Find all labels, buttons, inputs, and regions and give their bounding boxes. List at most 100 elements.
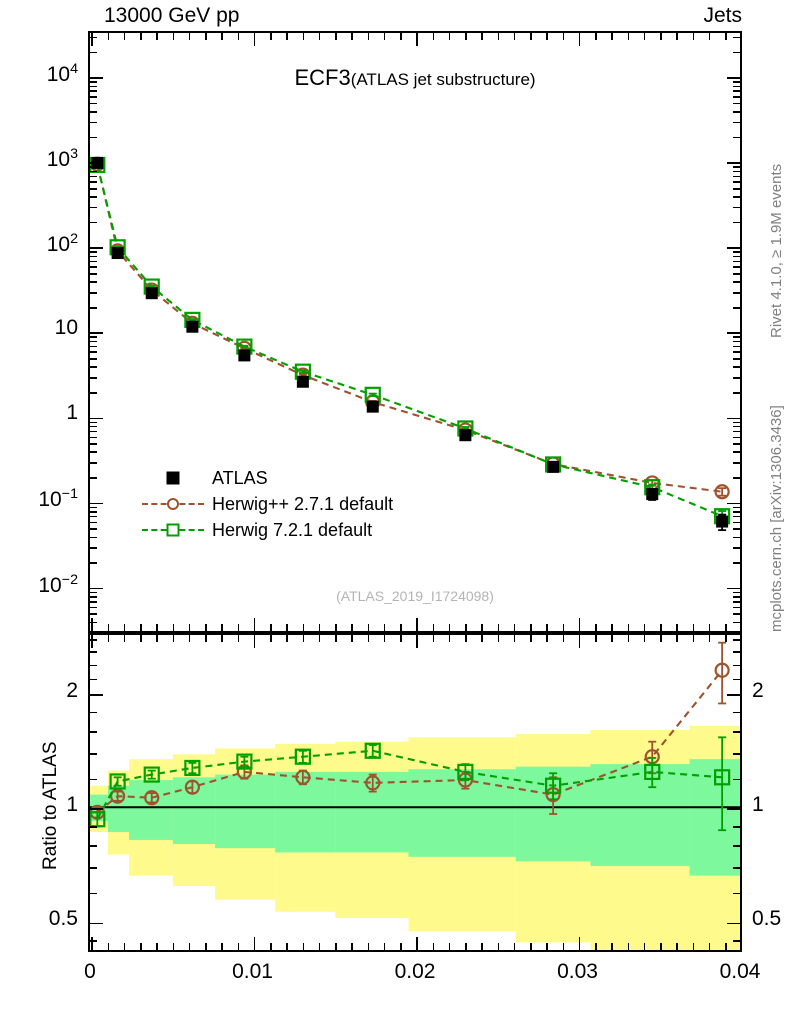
axis-tick-minor xyxy=(90,515,97,518)
axis-tick-minor xyxy=(733,181,740,183)
axis-tick-minor xyxy=(497,624,500,631)
axis-tick-minor xyxy=(733,502,740,505)
axis-tick-minor xyxy=(733,808,740,811)
plot-title-main: ECF3 xyxy=(294,65,351,90)
circle-open-marker-icon xyxy=(167,498,179,510)
axis-tick-minor xyxy=(90,187,97,190)
axis-tick-minor xyxy=(205,943,207,950)
axis-tick-minor xyxy=(270,635,272,642)
axis-tick-minor xyxy=(546,624,548,631)
axis-tick-minor xyxy=(90,36,97,39)
legend: ATLAS Herwig++ 2.7.1 default Herwig 7.2.… xyxy=(142,465,393,543)
legend-key-herwigpp xyxy=(142,494,204,514)
axis-tick-minor xyxy=(302,33,305,40)
ratio-y-tick-label-right: 1 xyxy=(752,793,764,817)
axis-tick-minor xyxy=(448,624,451,631)
axis-tick-minor xyxy=(90,306,97,309)
axis-tick-minor xyxy=(156,635,158,642)
axis-tick-minor xyxy=(733,506,740,509)
axis-tick-minor xyxy=(733,90,740,93)
axis-tick-minor xyxy=(733,255,740,258)
axis-tick-minor xyxy=(90,340,97,343)
axis-tick-minor xyxy=(627,943,630,950)
axis-tick-minor xyxy=(318,943,321,950)
x-tick-label: 0.02 xyxy=(394,960,436,983)
axis-tick-minor xyxy=(90,247,97,250)
analysis-category-label: Jets xyxy=(703,4,742,27)
axis-tick-minor xyxy=(90,639,97,641)
axis-tick-minor xyxy=(733,547,740,549)
axis-tick-major xyxy=(416,33,418,46)
axis-tick-minor xyxy=(733,196,740,198)
x-tick-label: 0 xyxy=(84,960,96,983)
axis-tick-minor xyxy=(562,635,565,642)
axis-tick-minor xyxy=(286,33,288,40)
legend-item-herwig7[interactable]: Herwig 7.2.1 default xyxy=(142,517,393,543)
axis-tick-minor xyxy=(530,33,532,40)
axis-tick-minor xyxy=(733,651,740,653)
axis-tick-minor xyxy=(90,291,97,294)
axis-tick-minor xyxy=(400,635,402,642)
axis-tick-minor xyxy=(90,436,97,439)
axis-tick-minor xyxy=(733,436,740,439)
axis-tick-minor xyxy=(172,33,175,40)
axis-tick-minor xyxy=(188,635,191,642)
axis-tick-minor xyxy=(725,635,727,642)
axis-tick-minor xyxy=(676,943,678,950)
axis-tick-minor xyxy=(733,332,740,335)
axis-tick-minor xyxy=(286,624,288,631)
axis-tick-minor xyxy=(318,33,321,40)
axis-tick-minor xyxy=(733,345,740,348)
x-tick-label: 0.01 xyxy=(232,960,273,983)
axis-tick-minor xyxy=(692,943,695,950)
axis-tick-minor xyxy=(90,521,97,524)
axis-tick-minor xyxy=(302,624,305,631)
axis-tick-minor xyxy=(660,943,662,950)
axis-tick-minor xyxy=(733,536,740,539)
axis-tick-minor xyxy=(725,624,727,631)
legend-item-herwigpp[interactable]: Herwig++ 2.7.1 default xyxy=(142,491,393,517)
plot-title-sub: (ATLAS jet substructure) xyxy=(350,70,536,89)
axis-tick-minor xyxy=(367,624,370,631)
axis-tick-minor xyxy=(733,613,740,616)
axis-tick-minor xyxy=(90,587,97,590)
axis-tick-minor xyxy=(595,33,597,40)
axis-tick-minor xyxy=(465,943,467,950)
main-y-tick-label: 1 xyxy=(66,401,78,425)
axis-tick-minor xyxy=(733,392,740,394)
axis-tick-minor xyxy=(90,162,97,164)
axis-tick-minor xyxy=(90,506,97,509)
legend-item-atlas[interactable]: ATLAS xyxy=(142,465,393,491)
axis-tick-minor xyxy=(530,943,532,950)
axis-tick-minor xyxy=(90,462,97,464)
axis-tick-minor xyxy=(733,587,740,590)
axis-tick-minor xyxy=(733,81,740,83)
axis-tick-minor xyxy=(448,635,451,642)
axis-tick-minor xyxy=(383,624,386,631)
axis-tick-minor xyxy=(733,694,740,697)
axis-tick-minor xyxy=(335,624,337,631)
axis-tick-minor xyxy=(708,624,711,631)
axis-tick-minor xyxy=(90,664,97,667)
axis-tick-minor xyxy=(90,502,97,505)
axis-tick-minor xyxy=(90,111,97,113)
axis-tick-minor xyxy=(335,943,337,950)
axis-tick-minor xyxy=(733,336,740,339)
axis-tick-minor xyxy=(497,33,500,40)
ratio-plot-area xyxy=(90,635,740,950)
axis-tick-minor xyxy=(733,711,740,714)
axis-tick-minor xyxy=(90,600,97,603)
axis-tick-major xyxy=(416,937,418,950)
axis-tick-minor xyxy=(90,939,97,942)
axis-tick-minor xyxy=(400,624,402,631)
axis-tick-minor xyxy=(205,33,207,40)
square-open-marker-icon xyxy=(166,523,180,537)
axis-tick-minor xyxy=(725,943,727,950)
axis-tick-minor xyxy=(237,624,240,631)
axis-tick-minor xyxy=(432,33,435,40)
axis-tick-minor xyxy=(172,943,175,950)
axis-tick-major xyxy=(253,33,256,46)
axis-tick-minor xyxy=(90,121,97,124)
axis-tick-minor xyxy=(90,260,97,263)
ratio-y-tick-label-right: 2 xyxy=(752,679,764,703)
